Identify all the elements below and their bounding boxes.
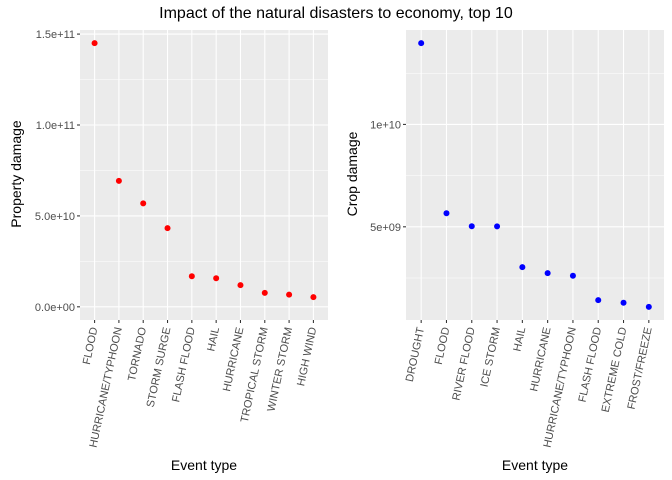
x-tick-label: FROST/FREEZE xyxy=(626,326,655,410)
data-point xyxy=(164,225,171,232)
data-point xyxy=(286,291,293,298)
x-axis-title: Event type xyxy=(502,457,568,473)
data-point xyxy=(595,297,602,304)
data-point xyxy=(468,223,475,230)
data-point xyxy=(645,303,652,310)
property-damage-chart: 0.0e+00 5.0e+10 1.0e+11 1.5e+11 FLOOD HURRICA… xyxy=(8,29,328,473)
data-point xyxy=(519,264,526,271)
data-point xyxy=(569,272,576,279)
panel-background xyxy=(406,30,664,320)
x-tick-label: FLASH FLOOD xyxy=(577,326,605,403)
y-tick-label: 5.0e+10 xyxy=(35,211,75,223)
x-tick-label: STORM SURGE xyxy=(145,326,174,408)
data-point xyxy=(418,40,425,47)
y-tick-label: 1e+10 xyxy=(370,119,401,131)
x-tick-label: HAIL xyxy=(511,326,528,352)
y-axis-title: Property damage xyxy=(8,120,24,228)
data-point xyxy=(140,200,147,207)
y-tick-label: 1.0e+11 xyxy=(36,120,75,132)
data-point xyxy=(443,210,450,217)
x-tick-label: FLASH FLOOD xyxy=(170,326,198,403)
x-tick-label: HIGH WIND xyxy=(295,326,319,387)
y-tick-label: 0.0e+00 xyxy=(35,302,75,314)
data-point xyxy=(544,270,551,277)
x-tick-label: HURRICANE xyxy=(528,326,553,392)
data-point xyxy=(91,40,98,47)
x-tick-label: HAIL xyxy=(205,326,222,352)
data-point xyxy=(620,299,627,306)
x-tick-label: TORNADO xyxy=(126,326,149,383)
x-tick-label: RIVER FLOOD xyxy=(450,326,477,401)
data-point xyxy=(213,275,220,282)
data-point xyxy=(310,294,317,301)
x-tick-label: ICE STORM xyxy=(479,326,503,388)
data-point xyxy=(494,223,501,230)
data-point xyxy=(188,273,195,280)
data-point xyxy=(115,177,122,184)
x-tick-label: WINTER STORM xyxy=(265,326,295,413)
x-axis-title: Event type xyxy=(171,457,237,473)
y-tick-label: 5e+09 xyxy=(370,222,401,234)
x-tick-label: FLOOD xyxy=(81,326,101,366)
x-tick-label: FLOOD xyxy=(433,326,453,366)
data-point xyxy=(261,289,268,296)
x-tick-label: HURRICANE xyxy=(221,326,246,392)
x-tick-label: EXTREME COLD xyxy=(600,326,630,413)
y-axis-title: Crop damage xyxy=(344,131,360,216)
panel-background xyxy=(80,30,328,320)
x-tick-label: DROUGHT xyxy=(404,326,427,383)
data-point xyxy=(237,282,244,289)
chart-title: Impact of the natural disasters to econo… xyxy=(159,5,513,22)
y-tick-label: 1.5e+11 xyxy=(36,29,75,41)
